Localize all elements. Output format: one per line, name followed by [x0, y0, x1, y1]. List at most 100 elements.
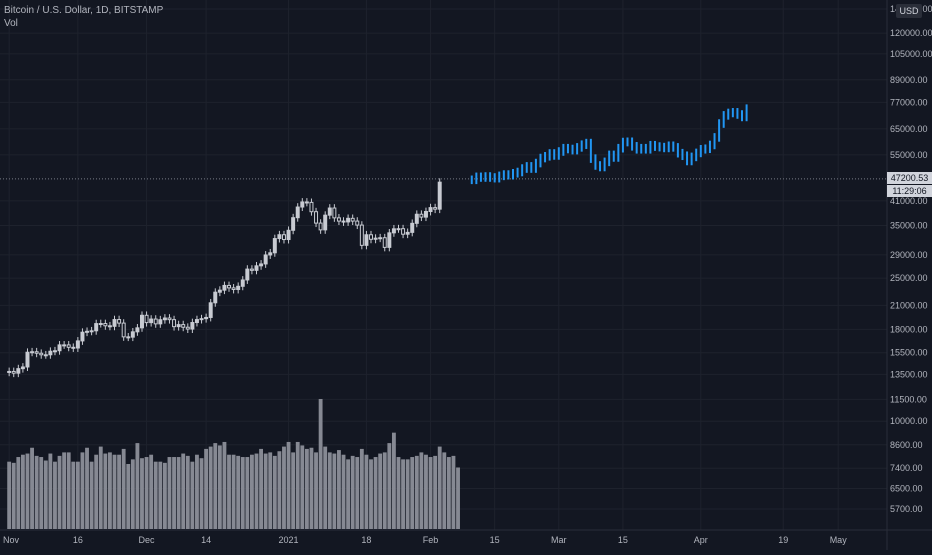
- candle-body: [89, 330, 94, 333]
- candle-body: [391, 228, 396, 234]
- candle-body: [277, 234, 282, 240]
- time-tick-label: 15: [618, 535, 628, 545]
- candle-body: [190, 322, 195, 330]
- candle-body: [107, 325, 112, 328]
- price-tick-label: 55000.00: [890, 150, 928, 160]
- candle-body: [176, 324, 181, 328]
- candle-body: [318, 222, 323, 231]
- volume-bar: [382, 452, 387, 529]
- currency-button[interactable]: USD: [896, 4, 922, 18]
- candle-body: [222, 284, 227, 291]
- volume-bar: [387, 443, 392, 529]
- volume-bar: [332, 453, 337, 529]
- price-tick-label: 5700.00: [890, 504, 923, 514]
- candle-body: [410, 222, 415, 233]
- volume-bar: [103, 453, 108, 529]
- candle-body: [140, 314, 144, 329]
- candle-body: [48, 350, 53, 356]
- candle-body: [281, 234, 286, 241]
- time-tick-label: 2021: [279, 535, 299, 545]
- candle-body: [359, 224, 364, 246]
- history-candles: [7, 178, 442, 378]
- volume-bar: [442, 452, 447, 529]
- candle-body: [433, 207, 438, 210]
- volume-bar: [217, 445, 222, 529]
- volume-bar: [208, 446, 213, 529]
- volume-bar: [304, 448, 309, 529]
- candle-body: [272, 238, 277, 254]
- candle-body: [373, 237, 378, 240]
- volume-bar: [437, 446, 442, 529]
- volume-bar: [89, 461, 94, 529]
- volume-bar: [355, 457, 360, 529]
- price-tick-label: 10000.00: [890, 416, 928, 426]
- volume-bar: [446, 457, 451, 529]
- volume-bar: [291, 452, 296, 529]
- volume-bar: [272, 455, 277, 529]
- candle-body: [304, 201, 309, 204]
- volume-bars: [7, 399, 460, 529]
- candle-body: [231, 287, 236, 290]
- volume-bar: [451, 455, 456, 529]
- volume-bar: [94, 454, 99, 529]
- volume-bar: [323, 446, 328, 529]
- time-axis[interactable]: Nov 16 Dec 14 2021 18 Feb 15 Mar 15 Apr 19 May: [0, 529, 932, 545]
- price-tick-label: 11500.00: [890, 394, 927, 404]
- candle-body: [121, 322, 126, 338]
- candle-body: [199, 318, 204, 321]
- volume-bar: [167, 457, 172, 529]
- candle-body: [323, 214, 328, 231]
- price-tick-label: 13500.00: [890, 369, 928, 379]
- candle-body: [185, 326, 190, 330]
- candle-body: [85, 330, 90, 333]
- candle-body: [227, 284, 232, 289]
- volume-bar: [108, 452, 112, 529]
- volume-bar: [240, 457, 245, 529]
- volume-bar: [263, 453, 268, 529]
- time-tick-label: 16: [73, 535, 83, 545]
- candle-body: [75, 340, 80, 349]
- volume-bar: [199, 458, 204, 529]
- candle-body: [263, 254, 268, 265]
- candle-body: [249, 268, 254, 271]
- volume-bar: [369, 459, 373, 529]
- candle-body: [332, 207, 337, 219]
- volume-bar: [121, 448, 126, 529]
- volume-bar: [7, 461, 12, 529]
- volume-bar: [80, 452, 85, 529]
- candle-body: [20, 366, 25, 370]
- candle-body: [144, 314, 149, 324]
- volume-bar: [410, 457, 415, 529]
- volume-bar: [350, 455, 355, 529]
- volume-bar: [373, 457, 378, 529]
- price-axis[interactable]: 120000.00 105000.00 89000.00 77000.00 65000.…: [886, 0, 932, 550]
- candle-body: [240, 279, 245, 287]
- volume-bar: [222, 441, 227, 529]
- volume-bar: [391, 432, 396, 529]
- volume-bar: [140, 458, 144, 529]
- volume-bar: [295, 441, 300, 529]
- volume-bar: [282, 446, 286, 529]
- candle-body: [172, 319, 177, 328]
- volume-bar: [268, 452, 273, 529]
- volume-bar: [378, 453, 383, 529]
- time-tick-label: 15: [490, 535, 500, 545]
- volume-bar: [456, 467, 460, 529]
- price-tick-label: 15500.00: [890, 348, 928, 358]
- volume-bar: [112, 454, 117, 529]
- volume-bar: [117, 454, 122, 529]
- candle-body: [11, 370, 16, 374]
- volume-bar: [158, 461, 163, 529]
- volume-bar: [309, 447, 314, 529]
- volume-bar: [337, 450, 341, 529]
- volume-bar: [433, 455, 438, 529]
- candle-body: [62, 344, 67, 347]
- time-tick-label: Dec: [139, 535, 156, 545]
- time-tick-label: Nov: [3, 535, 20, 545]
- volume-bar: [190, 461, 195, 529]
- candle-body: [112, 319, 117, 327]
- volume-bar: [396, 457, 401, 529]
- volume-bar: [126, 464, 131, 529]
- volume-bar: [231, 454, 236, 529]
